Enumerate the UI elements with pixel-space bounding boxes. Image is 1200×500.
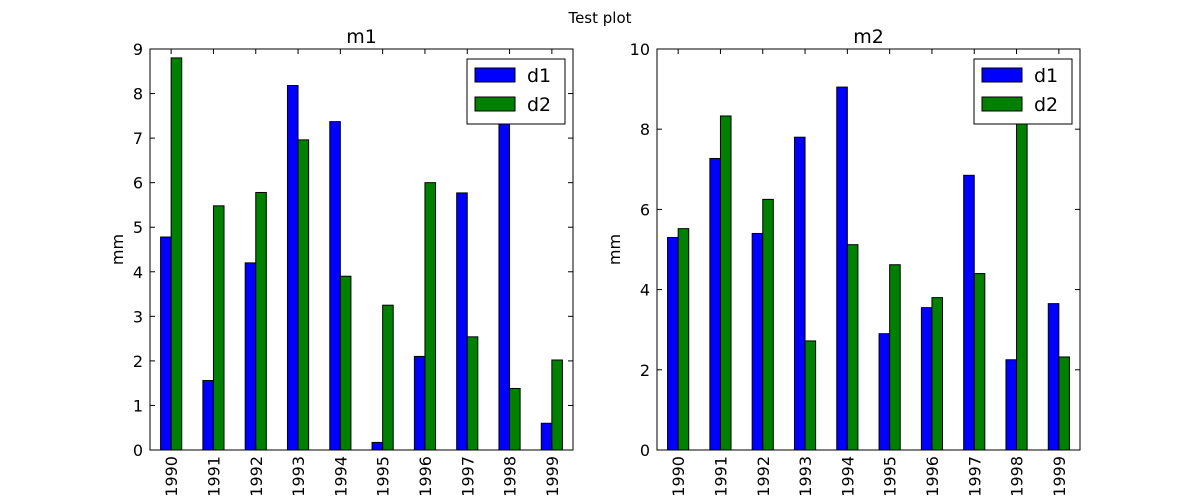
bar-d1-1990: [667, 236, 679, 451]
bar-d2-1994: [339, 275, 352, 451]
bar-d1-1994: [329, 121, 341, 451]
bar-d1-1992: [244, 262, 257, 451]
bar-d1-1997: [963, 174, 975, 451]
x-tick-label: 1993: [796, 456, 815, 497]
y-axis-label: mm: [108, 234, 127, 265]
x-tick-label: 1990: [162, 456, 181, 497]
y-tick-label: 6: [133, 174, 143, 193]
y-axis-label: mm: [605, 234, 624, 265]
bar-d1-1993: [286, 85, 299, 451]
x-tick-label: 1996: [416, 456, 435, 497]
legend-label-d1: d1: [527, 65, 551, 87]
y-tick-label: 1: [133, 396, 143, 415]
bar-d1-1999: [540, 422, 553, 451]
x-tick-label: 1991: [711, 456, 730, 497]
x-tick-label: 1993: [289, 456, 308, 497]
bar-d2-1996: [424, 182, 437, 451]
x-tick-label: 1997: [458, 456, 477, 497]
x-tick-label: 1998: [1008, 456, 1027, 497]
legend-swatch-d2: [981, 96, 1023, 112]
bar-d2-1998: [1016, 116, 1028, 451]
bar-d2-1992: [255, 191, 267, 451]
figure-title: Test plot: [567, 9, 631, 27]
bar-d1-1992: [751, 232, 764, 451]
bar-d2-1999: [551, 359, 563, 451]
x-tick-label: 1996: [923, 456, 942, 497]
x-tick-label: 1990: [669, 456, 688, 497]
bar-d1-1998: [498, 110, 511, 451]
y-tick-label: 10: [630, 40, 650, 59]
legend-swatch-d1: [981, 67, 1023, 83]
bar-d1-1996: [413, 355, 426, 451]
y-tick-label: 5: [133, 218, 143, 237]
chart-title: m2: [853, 26, 884, 48]
y-tick-label: 7: [133, 129, 143, 148]
bar-d2-1990: [677, 228, 690, 451]
bar-d2-1997: [973, 273, 986, 451]
bar-d2-1990: [170, 57, 183, 451]
chart-title: m1: [346, 26, 377, 48]
bar-d2-1993: [804, 340, 817, 451]
axes-frame: [656, 48, 1081, 451]
bar-d2-1991: [719, 115, 732, 451]
y-tick-label: 8: [133, 85, 143, 104]
bar-d2-1994: [846, 244, 859, 451]
x-tick-label: 1998: [501, 456, 520, 497]
legend-label-d2: d2: [527, 94, 551, 116]
subplot-m2: 0 2 4 6 8 10 1990 1991 1992 1993 1994 1995 1996 1997 1…: [605, 26, 1081, 497]
axes-frame: [149, 48, 574, 451]
bar-d2-1995: [382, 304, 394, 451]
x-tick-label: 1999: [1050, 456, 1069, 497]
bar-d2-1991: [212, 205, 225, 451]
y-tick-label: 3: [133, 307, 143, 326]
bar-d2-1995: [889, 264, 901, 451]
x-tick-label: 1999: [543, 456, 562, 497]
bar-d1-1994: [836, 86, 848, 451]
bar-d1-1995: [878, 333, 891, 451]
y-tick-label: 6: [640, 200, 650, 219]
legend-label-d1: d1: [1034, 65, 1058, 87]
bar-d1-1996: [920, 307, 933, 451]
bar-d1-1995: [371, 441, 384, 451]
bar-d2-1999: [1058, 356, 1070, 451]
bar-d2-1993: [297, 139, 310, 451]
legend-swatch-d2: [474, 96, 516, 112]
bar-d1-1991: [202, 379, 214, 451]
y-tick-label: 2: [133, 352, 143, 371]
bar-d1-1991: [709, 157, 721, 451]
x-tick-label: 1995: [374, 456, 393, 497]
bar-d1-1993: [793, 136, 806, 451]
bar-d2-1996: [931, 297, 944, 451]
bar-d1-1999: [1047, 303, 1060, 451]
y-tick-label: 9: [133, 40, 143, 59]
y-tick-label: 4: [133, 263, 143, 282]
x-tick-label: 1992: [247, 456, 266, 497]
y-tick-label: 4: [640, 281, 650, 300]
x-tick-label: 1995: [881, 456, 900, 497]
bar-d1-1997: [456, 192, 468, 451]
bar-d2-1997: [466, 336, 479, 451]
y-tick-label: 0: [640, 441, 650, 460]
legend-label-d2: d2: [1034, 94, 1058, 116]
bar-d2-1998: [509, 388, 521, 451]
legend-swatch-d1: [474, 67, 516, 83]
y-tick-label: 8: [640, 120, 650, 139]
x-tick-label: 1997: [965, 456, 984, 497]
y-tick-label: 2: [640, 361, 650, 380]
x-tick-label: 1992: [754, 456, 773, 497]
x-tick-label: 1994: [331, 456, 350, 497]
x-tick-label: 1991: [204, 456, 223, 497]
bar-d2-1992: [762, 198, 774, 451]
bar-d1-1990: [160, 236, 172, 451]
y-tick-label: 0: [133, 441, 143, 460]
subplot-m1: 0 1 2 3 4 5 6 7 8 9 1990 1991 1992 1993 1994 1995 1996 19…: [108, 26, 574, 497]
x-tick-label: 1994: [838, 456, 857, 497]
bar-d1-1998: [1005, 359, 1018, 451]
